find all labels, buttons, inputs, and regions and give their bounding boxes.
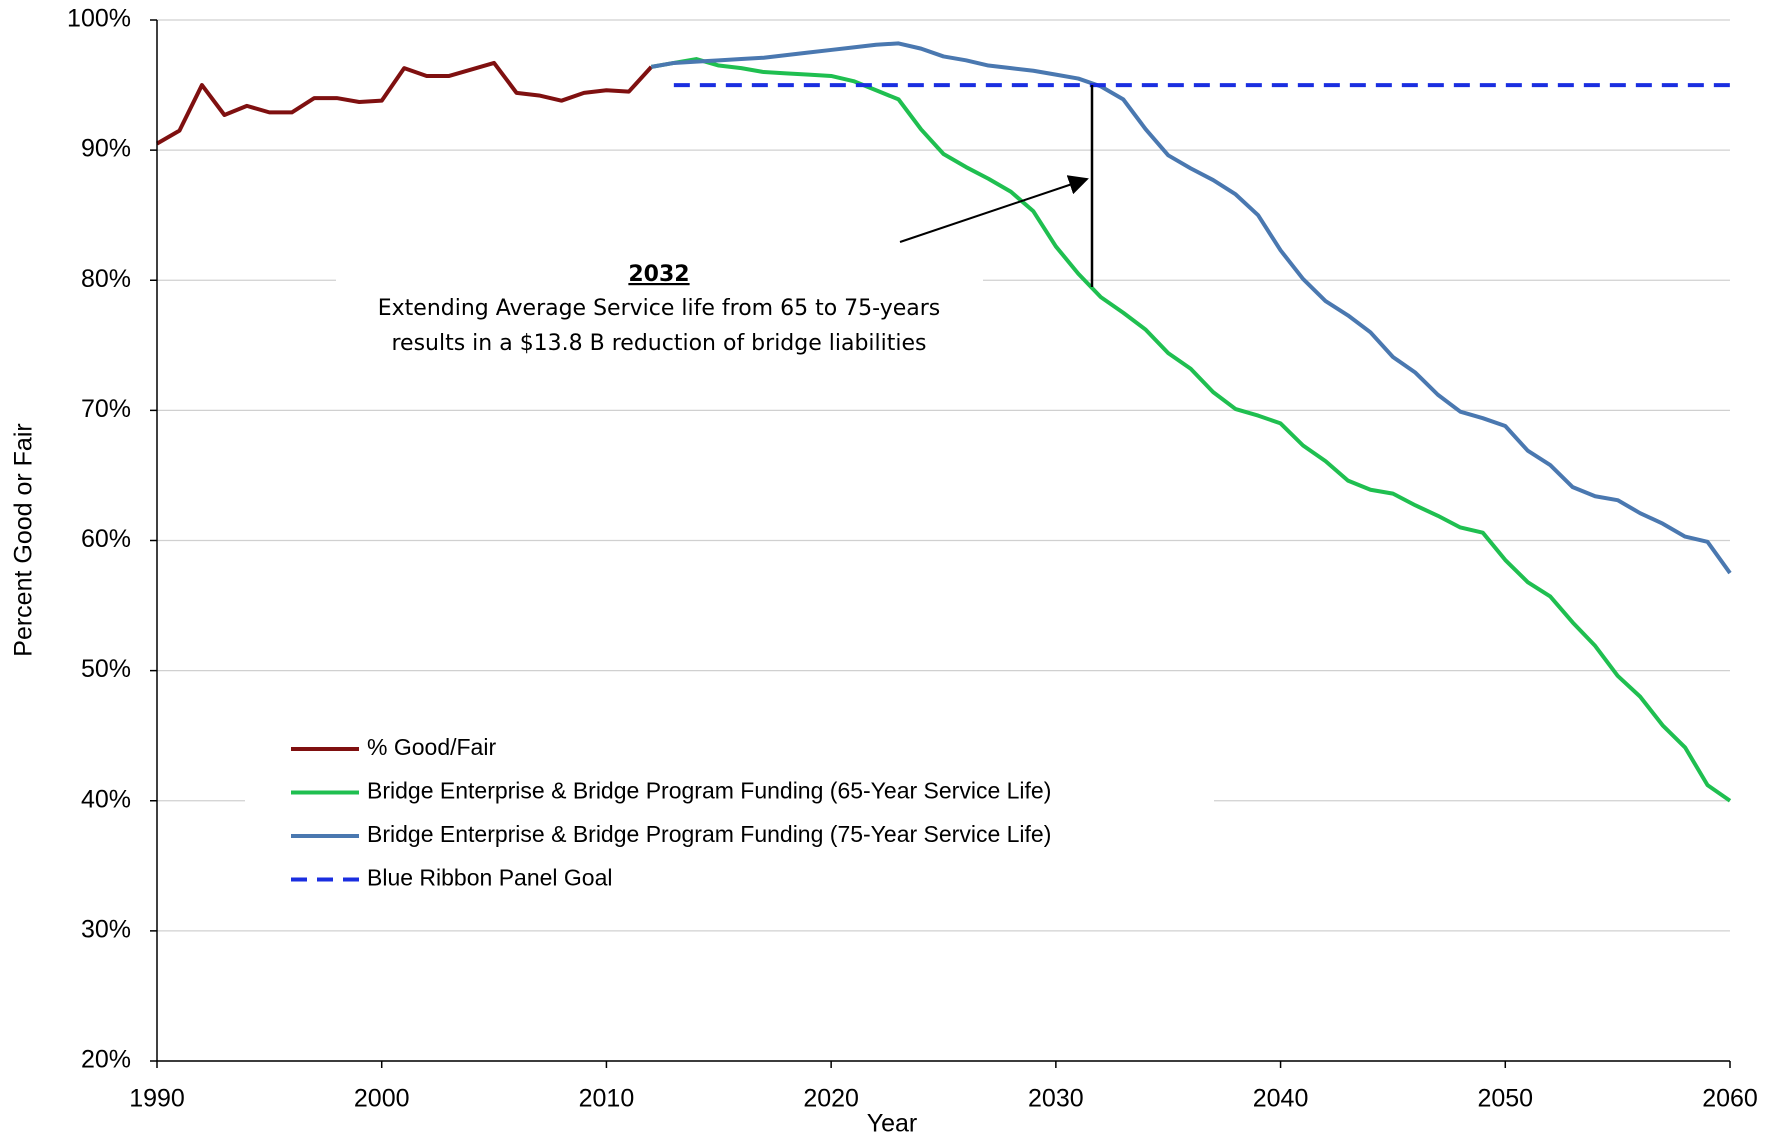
y-tick-label: 60% — [81, 525, 131, 553]
x-axis-label: Year — [867, 1110, 918, 1138]
y-tick-label: 70% — [81, 395, 131, 423]
y-tick-label: 40% — [81, 785, 131, 813]
series-line — [651, 41, 1732, 575]
y-tick-label: 30% — [81, 915, 131, 943]
plot — [155, 41, 1732, 803]
x-tick-label: 2040 — [1253, 1085, 1309, 1113]
x-tick-label: 2030 — [1028, 1085, 1084, 1113]
y-tick-label: 20% — [81, 1046, 131, 1074]
y-tick-label: 100% — [67, 5, 131, 33]
x-tick-label: 2060 — [1702, 1085, 1758, 1113]
annotation-arrow — [899, 175, 1089, 243]
annotation-box — [336, 248, 983, 360]
series-line — [651, 57, 1732, 803]
legend-label: Bridge Enterprise & Bridge Program Fundi… — [367, 821, 1051, 847]
x-tick-label: 2000 — [354, 1085, 410, 1113]
x-tick-label: 1990 — [129, 1085, 185, 1113]
x-tick-label: 2020 — [803, 1085, 859, 1113]
y-axis-label: Percent Good or Fair — [10, 423, 38, 656]
legend-label: Blue Ribbon Panel Goal — [367, 865, 613, 891]
legend-label: Bridge Enterprise & Bridge Program Fundi… — [367, 778, 1051, 804]
y-tick-label: 80% — [81, 265, 131, 293]
annotation-text: results in a $13.8 B reduction of bridge… — [391, 331, 926, 356]
legend-box — [245, 728, 1214, 900]
series-line — [155, 60, 653, 146]
x-tick-label: 2010 — [579, 1085, 635, 1113]
x-tick-label: 2050 — [1477, 1085, 1533, 1113]
grid — [157, 19, 1730, 1062]
y-tick-label: 90% — [81, 135, 131, 163]
annotation-text: Extending Average Service life from 65 t… — [378, 296, 940, 321]
legend-label: % Good/Fair — [367, 734, 496, 760]
annotation-title: 2032 — [628, 262, 689, 287]
y-tick-label: 50% — [81, 655, 131, 683]
